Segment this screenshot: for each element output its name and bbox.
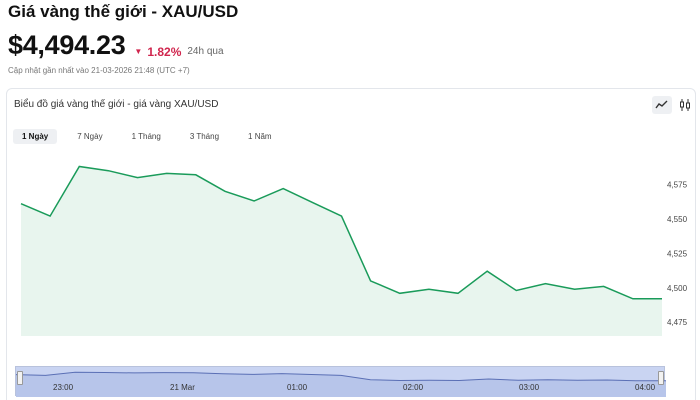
tab-3-months[interactable]: 3 Tháng [189, 132, 220, 141]
line-chart-button[interactable] [652, 96, 672, 114]
navigator-series [15, 371, 666, 397]
navigator-label: 03:00 [519, 383, 540, 392]
change-percent: 1.82% [147, 44, 182, 59]
range-tabs: 1 Ngày 7 Ngày 1 Tháng 3 Tháng 1 Năm [13, 129, 292, 144]
price-row: $4,494.23 ▼ 1.82% 24h qua [8, 30, 224, 61]
y-tick-label: 4,525 [667, 249, 688, 258]
price-line [20, 165, 662, 300]
tab-7-days[interactable]: 7 Ngày [77, 132, 103, 141]
navigator-left-handle[interactable] [17, 371, 23, 385]
y-tick-label: 4,500 [667, 284, 688, 293]
current-price: $4,494.23 [8, 30, 126, 60]
price-change: ▼ 1.82% [134, 45, 181, 59]
candlestick-icon [680, 99, 690, 111]
tab-1-month[interactable]: 1 Tháng [131, 132, 161, 141]
navigator-label: 21 Mar [170, 383, 195, 392]
candlestick-chart-button[interactable] [675, 96, 695, 114]
line-chart-icon [655, 100, 668, 109]
navigator-line [15, 371, 666, 382]
last-updated: Cập nhật gần nhất vào 21-03-2026 21:48 (… [8, 66, 190, 75]
page-title: Giá vàng thế giới - XAU/USD [8, 2, 239, 21]
navigator-label: 04:00 [635, 383, 656, 392]
chart-card-title: Biểu đồ giá vàng thế giới - giá vàng XAU… [14, 99, 219, 110]
navigator-right-handle[interactable] [658, 371, 664, 385]
down-arrow-icon: ▼ [134, 47, 143, 56]
navigator-label: 23:00 [53, 383, 74, 392]
price-area [21, 166, 662, 336]
chart-navigator[interactable] [15, 366, 666, 397]
y-tick-label: 4,550 [667, 215, 688, 224]
navigator-label: 01:00 [287, 383, 308, 392]
y-tick-label: 4,575 [667, 180, 688, 189]
navigator-label: 02:00 [403, 383, 424, 392]
y-tick-label: 4,475 [667, 318, 688, 327]
navigator-area [16, 372, 666, 397]
tab-1-year[interactable]: 1 Năm [248, 132, 272, 141]
tab-1-day[interactable]: 1 Ngày [13, 129, 58, 144]
change-period: 24h qua [187, 46, 224, 57]
